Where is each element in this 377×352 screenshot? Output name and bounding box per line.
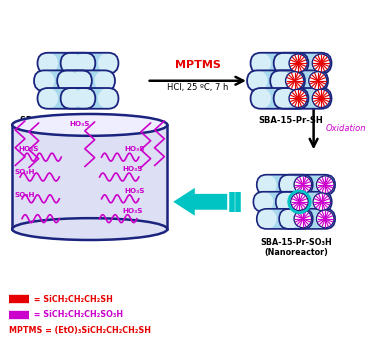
FancyBboxPatch shape	[67, 70, 105, 91]
Text: Oxidation: Oxidation	[325, 124, 366, 133]
FancyBboxPatch shape	[12, 125, 167, 229]
Circle shape	[294, 210, 311, 228]
Ellipse shape	[270, 70, 291, 91]
Polygon shape	[173, 188, 227, 216]
Text: SO₃H: SO₃H	[14, 192, 35, 198]
Text: MPTMS = (EtO)₃SiCH₂CH₂CH₂SH: MPTMS = (EtO)₃SiCH₂CH₂CH₂SH	[9, 326, 151, 335]
FancyBboxPatch shape	[48, 53, 85, 74]
FancyBboxPatch shape	[289, 209, 325, 229]
Text: = SiCH₂CH₂CH₂SO₃H: = SiCH₂CH₂CH₂SO₃H	[31, 310, 123, 319]
FancyBboxPatch shape	[48, 88, 85, 109]
Circle shape	[291, 193, 308, 210]
Ellipse shape	[293, 209, 313, 229]
Text: HCl, 25 ºC, 7 h: HCl, 25 ºC, 7 h	[167, 83, 228, 92]
Text: (Nanoreactor): (Nanoreactor)	[264, 249, 328, 257]
Ellipse shape	[95, 70, 115, 91]
Ellipse shape	[61, 53, 81, 74]
Ellipse shape	[311, 53, 331, 74]
Ellipse shape	[257, 175, 277, 195]
Ellipse shape	[37, 53, 58, 74]
Ellipse shape	[37, 88, 58, 109]
FancyBboxPatch shape	[261, 88, 298, 109]
Ellipse shape	[293, 175, 313, 195]
Text: SBA-15 mesoporous silica: SBA-15 mesoporous silica	[20, 117, 136, 125]
Text: HO₃S: HO₃S	[70, 121, 90, 127]
Circle shape	[289, 89, 307, 107]
Ellipse shape	[284, 70, 305, 91]
Ellipse shape	[253, 192, 273, 212]
FancyBboxPatch shape	[289, 175, 325, 195]
Text: SBA-15-Pr-SO₃H: SBA-15-Pr-SO₃H	[260, 238, 332, 246]
Ellipse shape	[75, 88, 95, 109]
Circle shape	[289, 54, 307, 72]
Circle shape	[313, 193, 331, 210]
Ellipse shape	[290, 192, 310, 212]
Text: SBA-15-Pr-SH: SBA-15-Pr-SH	[259, 117, 323, 125]
Ellipse shape	[12, 218, 167, 240]
FancyBboxPatch shape	[284, 88, 321, 109]
FancyBboxPatch shape	[267, 175, 303, 195]
Ellipse shape	[312, 192, 332, 212]
FancyBboxPatch shape	[71, 88, 108, 109]
Ellipse shape	[98, 88, 118, 109]
Ellipse shape	[315, 175, 335, 195]
Text: HO₃S: HO₃S	[124, 188, 145, 194]
Ellipse shape	[98, 53, 118, 74]
FancyBboxPatch shape	[263, 192, 299, 212]
Ellipse shape	[34, 70, 55, 91]
Ellipse shape	[71, 70, 92, 91]
Text: HO₃S: HO₃S	[124, 146, 145, 152]
Circle shape	[309, 72, 327, 90]
FancyBboxPatch shape	[280, 70, 318, 91]
Ellipse shape	[251, 88, 271, 109]
Ellipse shape	[61, 88, 81, 109]
Circle shape	[286, 72, 304, 90]
Ellipse shape	[311, 88, 331, 109]
Circle shape	[316, 210, 334, 228]
Text: MPTMS: MPTMS	[175, 60, 221, 70]
Ellipse shape	[247, 70, 268, 91]
Ellipse shape	[251, 53, 271, 74]
Ellipse shape	[279, 175, 299, 195]
Text: HO₃S: HO₃S	[122, 166, 143, 172]
Text: HO₃S: HO₃S	[18, 146, 38, 152]
Circle shape	[312, 89, 330, 107]
Circle shape	[316, 176, 334, 194]
Ellipse shape	[288, 53, 308, 74]
FancyBboxPatch shape	[286, 192, 322, 212]
Ellipse shape	[12, 114, 167, 136]
FancyBboxPatch shape	[261, 53, 298, 74]
Ellipse shape	[315, 209, 335, 229]
Ellipse shape	[274, 88, 294, 109]
Circle shape	[294, 176, 311, 194]
FancyBboxPatch shape	[71, 53, 108, 74]
FancyBboxPatch shape	[267, 209, 303, 229]
Ellipse shape	[279, 209, 299, 229]
Text: = SiCH₂CH₂CH₂SH: = SiCH₂CH₂CH₂SH	[31, 295, 113, 303]
Ellipse shape	[276, 192, 296, 212]
FancyBboxPatch shape	[257, 70, 295, 91]
FancyBboxPatch shape	[284, 53, 321, 74]
FancyBboxPatch shape	[44, 70, 81, 91]
Text: HO₃S: HO₃S	[122, 208, 143, 214]
Ellipse shape	[274, 53, 294, 74]
Ellipse shape	[257, 209, 277, 229]
Text: SO₃H: SO₃H	[14, 169, 35, 175]
Ellipse shape	[288, 88, 308, 109]
Ellipse shape	[308, 70, 328, 91]
Circle shape	[312, 54, 330, 72]
Ellipse shape	[75, 53, 95, 74]
Ellipse shape	[57, 70, 78, 91]
